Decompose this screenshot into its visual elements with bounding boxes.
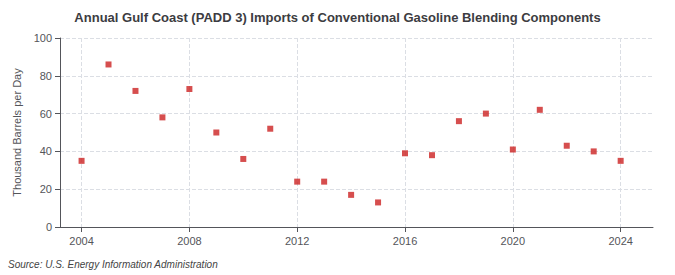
svg-text:2012: 2012 [285, 235, 309, 247]
svg-text:20: 20 [40, 183, 52, 195]
svg-text:Thousand Barrels per Day: Thousand Barrels per Day [11, 68, 23, 197]
svg-text:0: 0 [46, 221, 52, 233]
svg-text:2016: 2016 [393, 235, 417, 247]
svg-text:2004: 2004 [69, 235, 93, 247]
svg-text:2020: 2020 [501, 235, 525, 247]
svg-text:Annual Gulf Coast (PADD 3) Imp: Annual Gulf Coast (PADD 3) Imports of Co… [74, 10, 600, 25]
svg-text:2024: 2024 [608, 235, 632, 247]
svg-text:100: 100 [34, 32, 52, 44]
svg-text:40: 40 [40, 145, 52, 157]
svg-text:80: 80 [40, 70, 52, 82]
svg-text:2008: 2008 [177, 235, 201, 247]
svg-text:Source: U.S. Energy Informatio: Source: U.S. Energy Information Administ… [8, 259, 218, 270]
svg-text:60: 60 [40, 108, 52, 120]
